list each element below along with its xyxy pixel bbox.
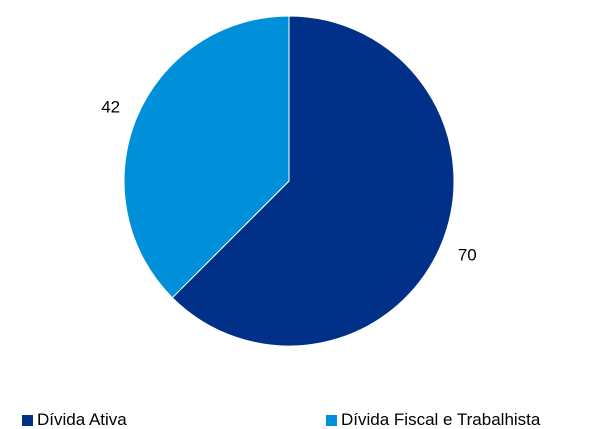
data-label-divida-ativa: 70 <box>458 245 477 264</box>
data-labels: 70 42 <box>101 98 477 265</box>
legend-item-divida-ativa: Dívida Ativa <box>22 410 127 429</box>
pie-slice-divida-fiscal-e-trabalhista <box>123 15 290 299</box>
legend-swatch-divida-ativa <box>22 414 33 426</box>
data-label-divida-fiscal-e-trabalhista: 42 <box>101 98 120 117</box>
legend-item-divida-fiscal-e-trabalhista: Dívida Fiscal e Trabalhista <box>326 410 540 429</box>
legend-swatch-divida-fiscal-e-trabalhista <box>326 414 337 426</box>
legend-label-divida-ativa: Dívida Ativa <box>37 410 127 429</box>
pie-slice-divida-ativa <box>171 15 455 347</box>
pie-slices <box>123 15 455 347</box>
legend-label-divida-fiscal-e-trabalhista: Dívida Fiscal e Trabalhista <box>341 410 541 429</box>
chart-legend: Dívida Ativa Dívida Fiscal e Trabalhista <box>0 410 590 429</box>
